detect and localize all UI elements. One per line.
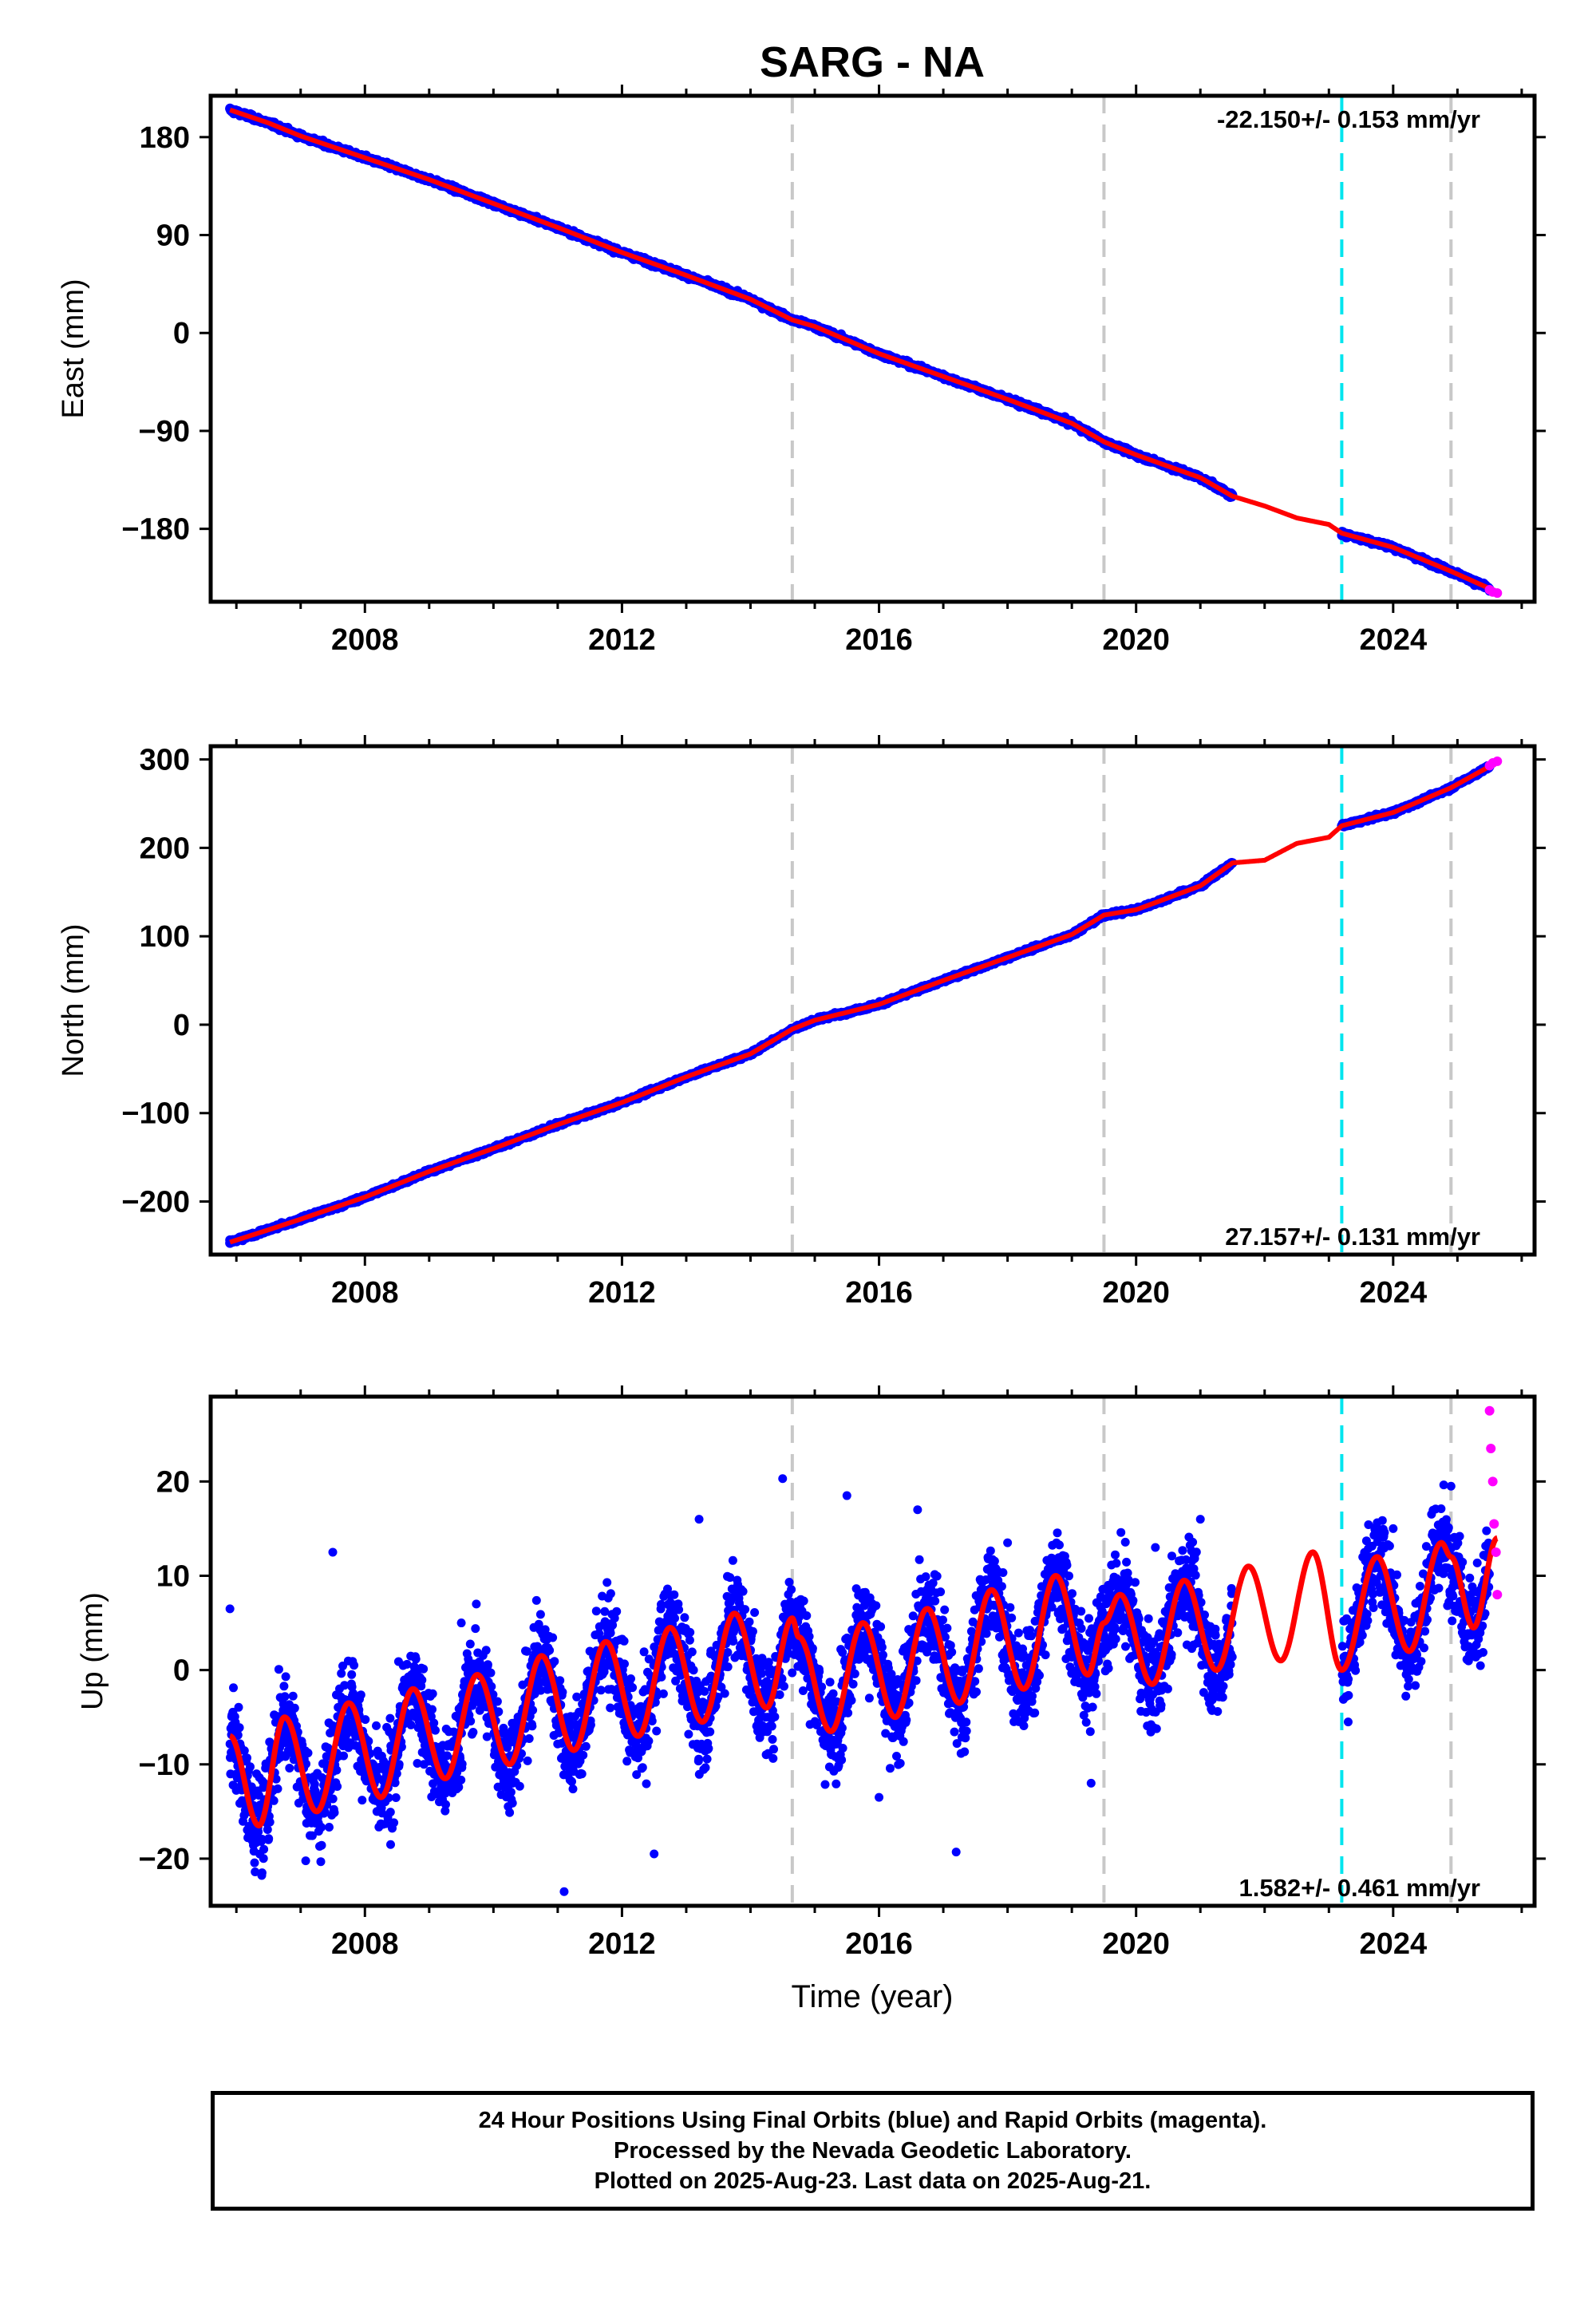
east-plot-area [225, 96, 1503, 602]
north-panel: 2008 2012 2016 2020 2024−200−1000100200300No… [57, 735, 1546, 1310]
east-rate-label: -22.150+/- 0.153 mm/yr [1217, 105, 1480, 133]
rapid-orbit-point [1492, 588, 1503, 599]
east-panel: 2008 2012 2016 2020 2024 −180 −90 0 90 180 East (m… [57, 85, 1546, 657]
x-tick-label: 2016 [845, 623, 913, 657]
y-tick-label: 0 [173, 317, 190, 350]
x-tick-label: 2020 [1102, 623, 1170, 657]
y-tick-label: 180 [140, 121, 190, 155]
x-tick-label: 2024 [1360, 623, 1428, 657]
x-tick-label: 2012 [588, 623, 656, 657]
figure-title: SARG - NA [760, 38, 985, 86]
north-plot-area [225, 746, 1503, 1255]
y-tick-label: −180 [121, 513, 190, 547]
east-y-axis-label: East (mm) [57, 279, 90, 418]
y-tick-label: 90 [156, 219, 190, 253]
y-tick-label: −90 [139, 415, 190, 449]
x-tick-label: 2008 [331, 623, 399, 657]
